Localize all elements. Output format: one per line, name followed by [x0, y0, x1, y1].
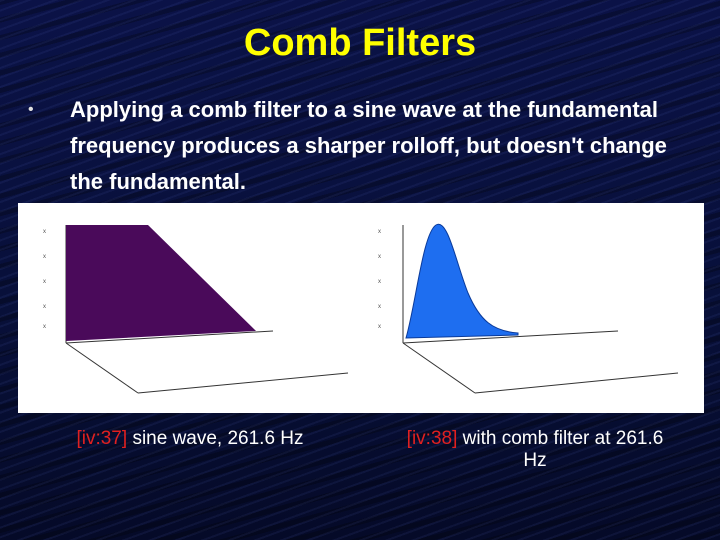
bullet-text: Applying a comb filter to a sine wave at…	[28, 92, 680, 200]
slide-title: Comb Filters	[243, 22, 477, 64]
caption-ref: [iv:37]	[76, 428, 128, 449]
svg-text:x: x	[378, 254, 381, 260]
svg-text:x: x	[378, 229, 381, 235]
svg-text:x: x	[43, 229, 46, 235]
caption: [iv:38] with comb filter at 261.6 Hz	[400, 428, 670, 472]
caption: [iv:37] sine wave, 261.6 Hz	[30, 428, 350, 450]
svg-text:x: x	[43, 304, 46, 310]
svg-text:x: x	[378, 324, 381, 330]
spectrum-plot	[66, 225, 256, 341]
figure-panel: x x x x x x x x x x	[18, 203, 704, 413]
svg-text:x: x	[43, 324, 46, 330]
caption-ref: [iv:38]	[406, 428, 458, 449]
spectrum-plot	[405, 223, 519, 339]
svg-text:x: x	[43, 279, 46, 285]
svg-text:x: x	[378, 304, 381, 310]
svg-text:x: x	[43, 254, 46, 260]
caption-text: with comb filter at 261.6 Hz	[462, 428, 664, 471]
svg-text:x: x	[378, 279, 381, 285]
caption-text: sine wave, 261.6 Hz	[132, 428, 304, 449]
